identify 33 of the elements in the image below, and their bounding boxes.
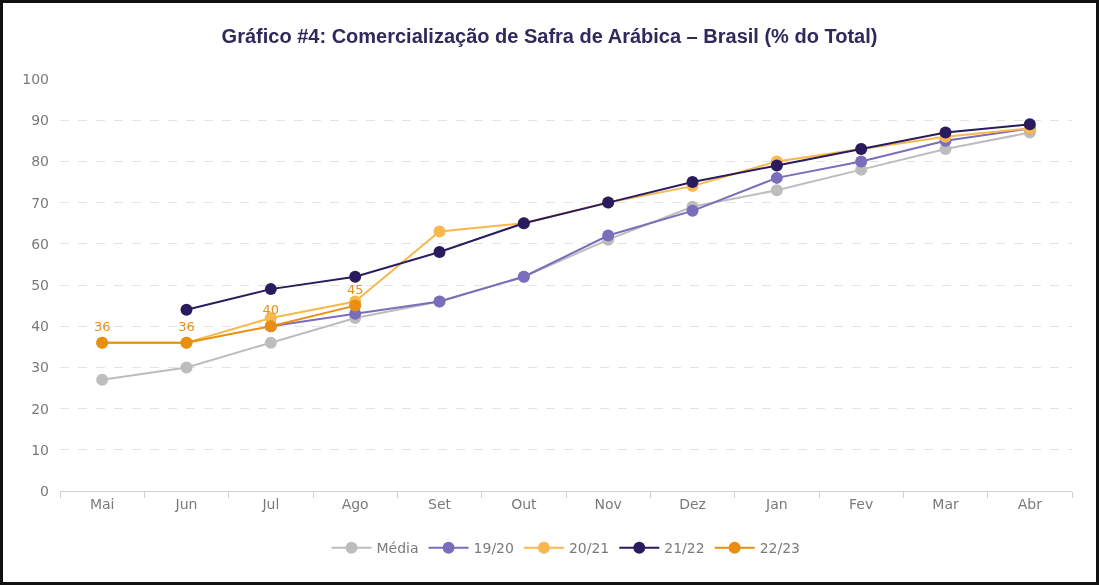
y-tick-label: 50 (31, 276, 49, 293)
data-label: 40 (262, 302, 280, 318)
x-tick-label: Jan (765, 495, 788, 512)
legend-label: 21/22 (664, 540, 705, 557)
data-label: 45 (346, 281, 364, 297)
y-tick-label: 20 (31, 400, 49, 417)
legend-label: Média (376, 540, 419, 557)
legend-label: 20/21 (568, 540, 610, 557)
x-tick-label: Ago (341, 495, 369, 512)
y-tick-label: 80 (31, 153, 49, 170)
x-tick-label: Fev (849, 495, 874, 512)
y-tick-label: 40 (31, 318, 49, 335)
x-tick-label: Out (511, 495, 538, 512)
data-label: 36 (178, 318, 195, 334)
x-tick-label: Dez (679, 495, 706, 512)
x-tick-label: Jun (174, 495, 198, 512)
x-tick-label: Mai (89, 495, 115, 512)
y-tick-label: 0 (40, 482, 49, 499)
y-tick-label: 10 (31, 441, 49, 458)
y-tick-label: 70 (31, 194, 49, 211)
data-label: 36 (93, 318, 111, 334)
x-tick-label: Nov (594, 495, 622, 512)
y-tick-label: 30 (31, 359, 49, 376)
legend-label: 22/23 (759, 540, 800, 557)
chart-title: Gráfico #4: Comercialização de Safra de Arábica – Brasil (% do Total) (221, 25, 878, 47)
y-tick-label: 90 (31, 112, 49, 129)
x-tick-label: Set (428, 495, 452, 512)
y-tick-label: 60 (31, 235, 49, 252)
x-tick-label: Mar (932, 495, 959, 512)
x-tick-label: Abr (1017, 495, 1043, 512)
y-tick-label: 100 (22, 70, 49, 87)
x-tick-label: Jul (261, 495, 280, 512)
legend-label: 19/20 (473, 540, 514, 557)
